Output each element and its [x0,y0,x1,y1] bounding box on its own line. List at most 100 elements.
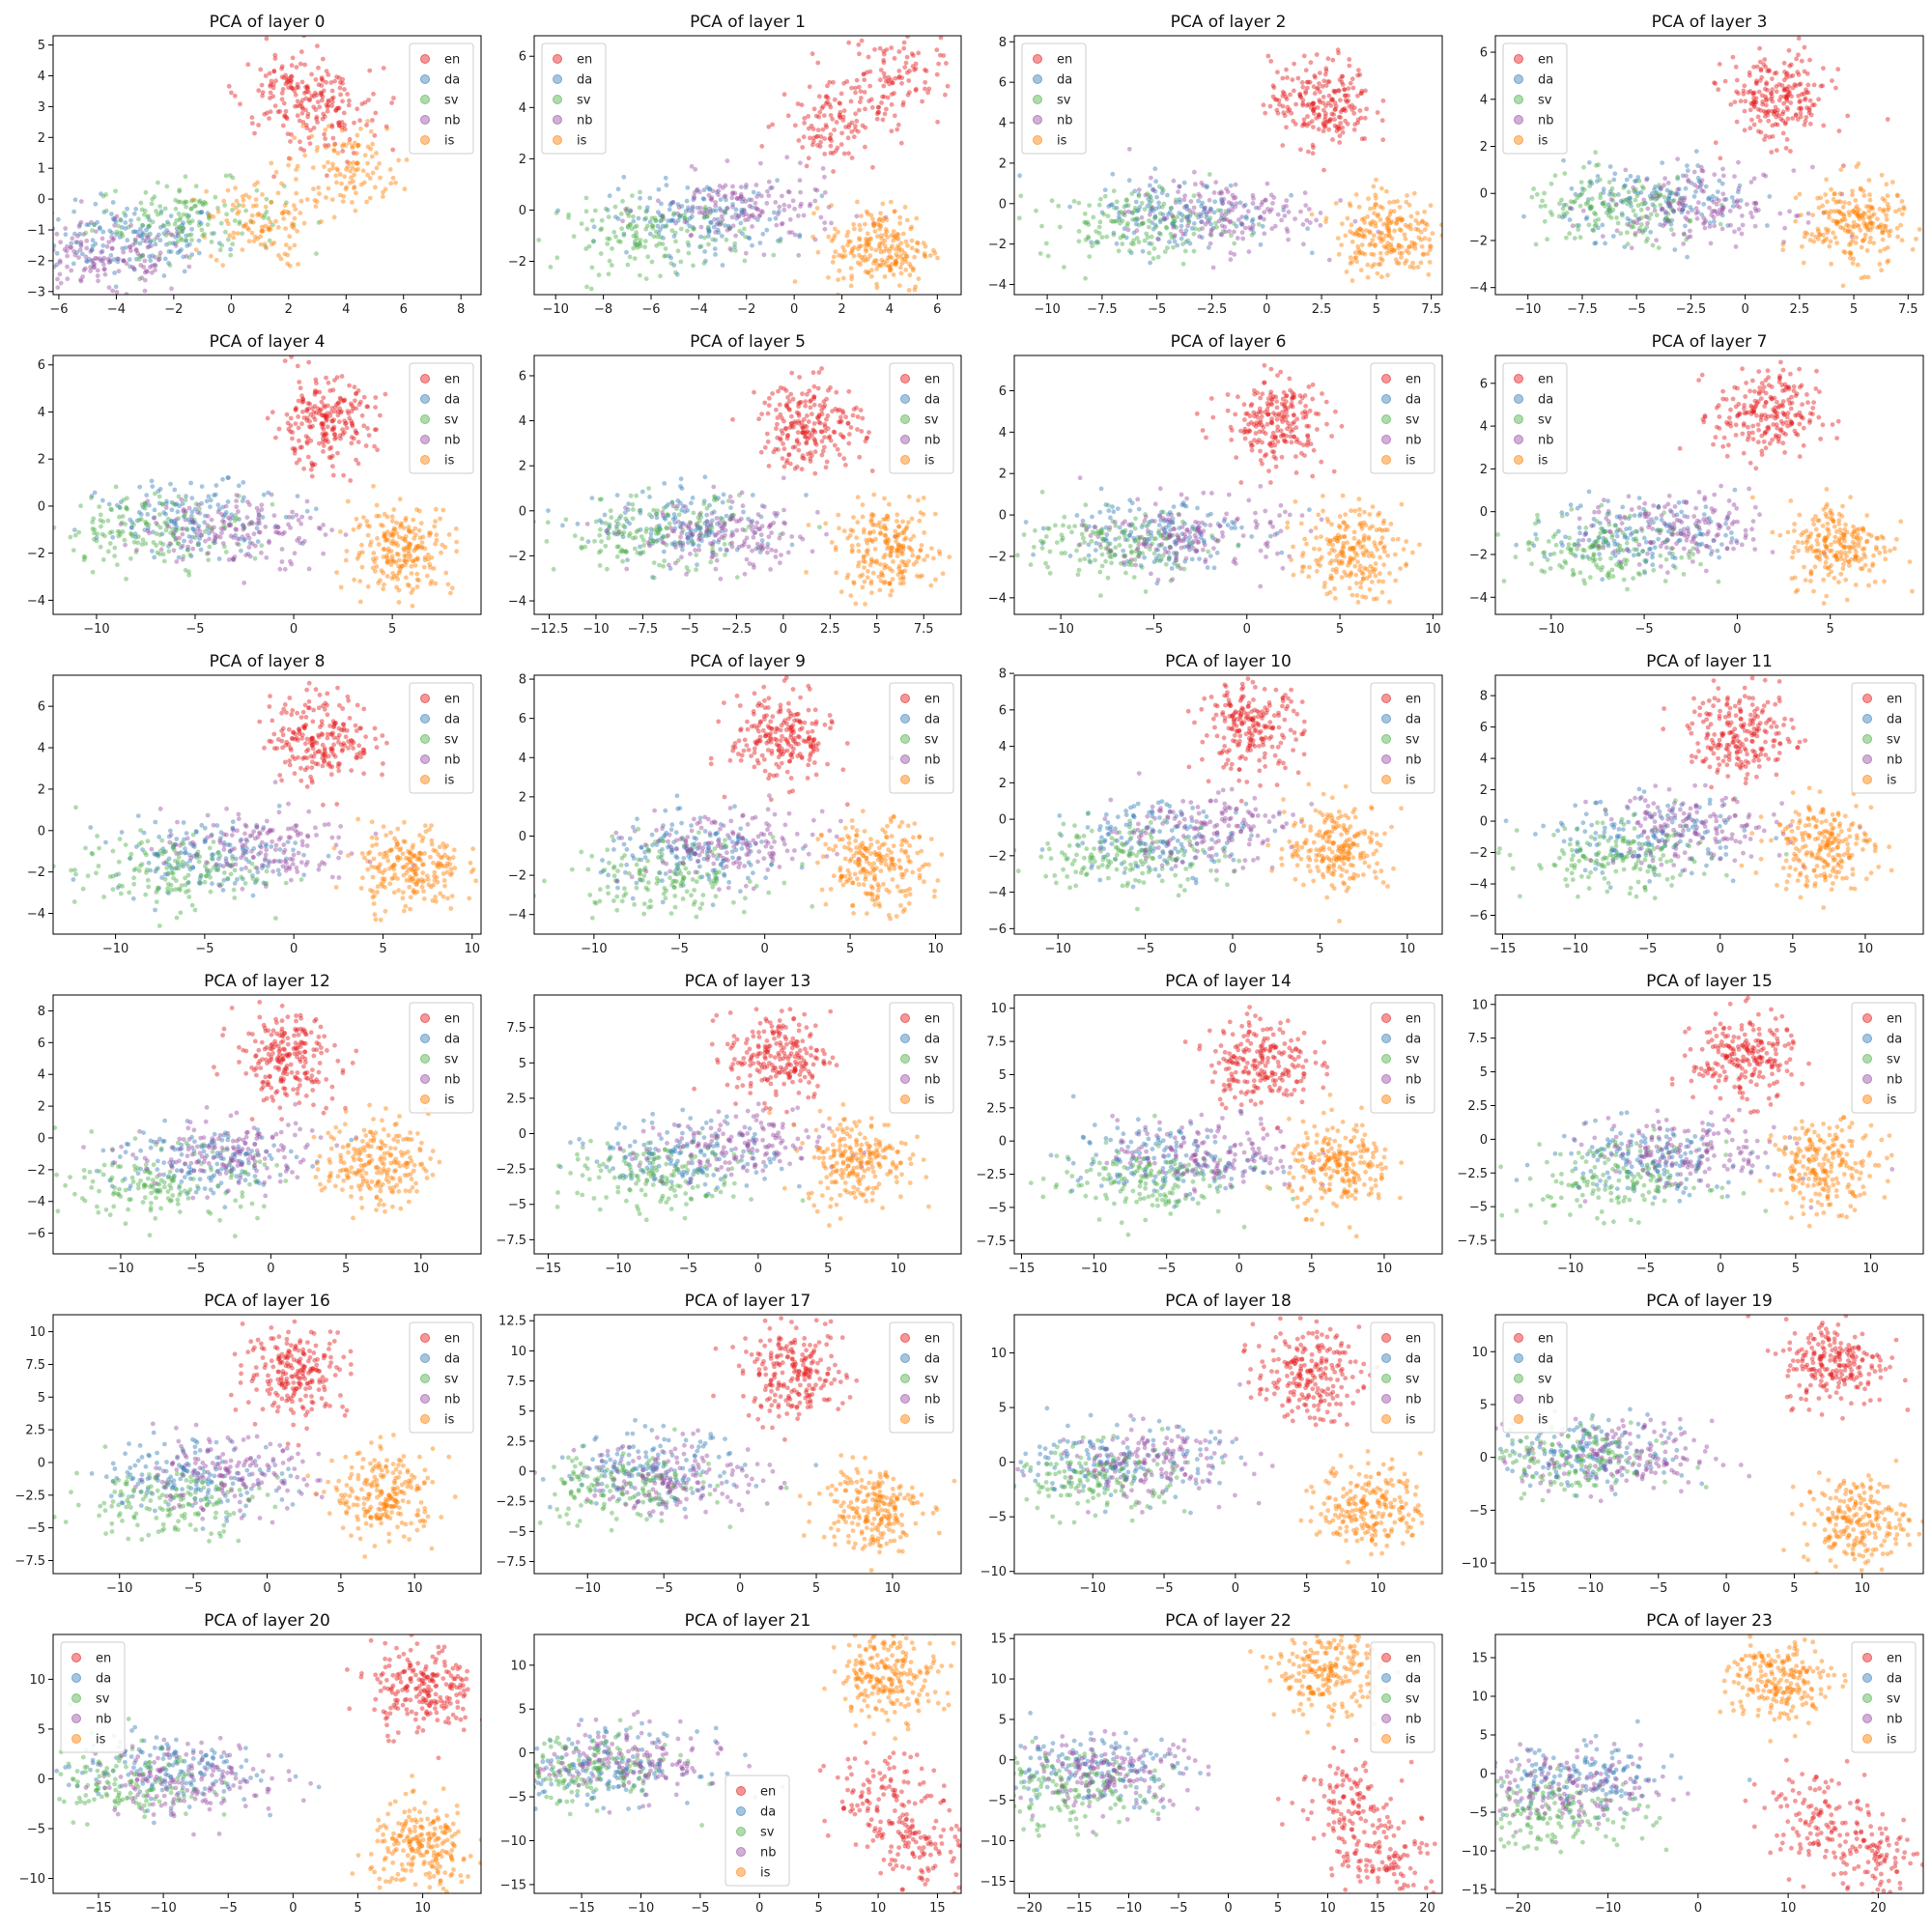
point-sv [184,199,189,205]
point-nb [1231,195,1236,201]
point-da [111,257,117,263]
point-nb [1719,226,1725,232]
point-sv [155,522,160,527]
point-en [1358,115,1364,121]
point-sv [1086,234,1091,240]
point-is [1834,241,1839,245]
point-is [211,214,216,219]
point-nb [1703,218,1709,223]
point-da [1220,200,1226,206]
point-sv [631,507,636,512]
point-en [857,51,862,57]
point-sv [634,529,639,534]
point-da [1205,184,1209,189]
point-is [402,620,407,625]
point-da [1594,179,1600,185]
point-da [1688,205,1693,210]
point-sv [667,521,672,526]
point-en [259,82,265,88]
point-en [297,380,302,384]
point-sv [691,510,696,516]
point-is [1397,250,1403,256]
point-nb [716,188,722,194]
point-da [1207,217,1212,223]
point-nb [1654,238,1659,243]
point-en [1340,107,1345,113]
point-en [366,98,371,102]
point-is [1866,214,1871,220]
point-da [186,534,192,539]
point-nb [89,219,94,225]
point-en [831,151,836,156]
point-en [1760,99,1766,104]
point-sv [732,241,738,246]
legend-label-is: is [444,134,455,149]
point-en [264,36,270,42]
point-sv [140,222,145,228]
point-is [1869,205,1875,211]
legend-marker-da [420,74,430,84]
point-is [898,241,904,246]
point-en [1749,117,1754,123]
point-da [1668,221,1674,227]
point-is [1882,223,1887,229]
point-en [1292,61,1296,67]
point-is [1395,199,1400,204]
point-is [1371,252,1377,257]
point-da [1730,204,1736,210]
point-da [1633,189,1638,195]
point-en [342,122,348,128]
series-en [1261,47,1386,173]
point-nb [1662,183,1666,188]
point-sv [727,517,732,522]
y-tick-label: −4 [988,278,1007,293]
point-en [321,436,326,441]
point-sv [723,553,727,557]
point-da [716,539,721,545]
point-is [1366,196,1371,202]
point-sv [1666,219,1672,224]
point-da [135,229,140,235]
point-en [813,113,819,119]
point-en [1736,91,1741,97]
point-en [857,99,863,104]
series-da [1017,166,1315,266]
point-en [1359,136,1365,142]
point-sv [643,529,649,534]
point-da [1680,173,1686,179]
point-nb [1250,192,1256,198]
x-tick-label: −7.5 [1567,302,1598,317]
point-nb [799,201,804,207]
point-en [907,69,912,73]
point-da [202,520,208,526]
point-sv [223,173,229,179]
point-sv [171,501,177,506]
point-is [1884,213,1889,218]
point-is [396,563,401,569]
point-en [345,409,351,413]
point-en [1336,127,1342,131]
point-en [355,461,361,467]
point-da [707,186,712,192]
point-en [904,54,910,60]
point-sv [596,550,602,555]
point-da [1154,194,1159,200]
point-en [1357,72,1363,77]
point-sv [1592,223,1598,229]
point-sv [1094,229,1099,235]
point-en [1297,94,1303,99]
point-en [298,61,303,67]
point-en [361,394,367,400]
point-is [1372,205,1377,211]
point-nb [1761,172,1766,178]
point-en [1334,128,1340,134]
point-en [1317,114,1321,120]
point-nb [53,264,57,270]
point-en [350,403,355,409]
point-sv [650,223,655,229]
point-en [1297,91,1303,97]
point-sv [1641,185,1646,191]
point-nb [83,266,88,271]
